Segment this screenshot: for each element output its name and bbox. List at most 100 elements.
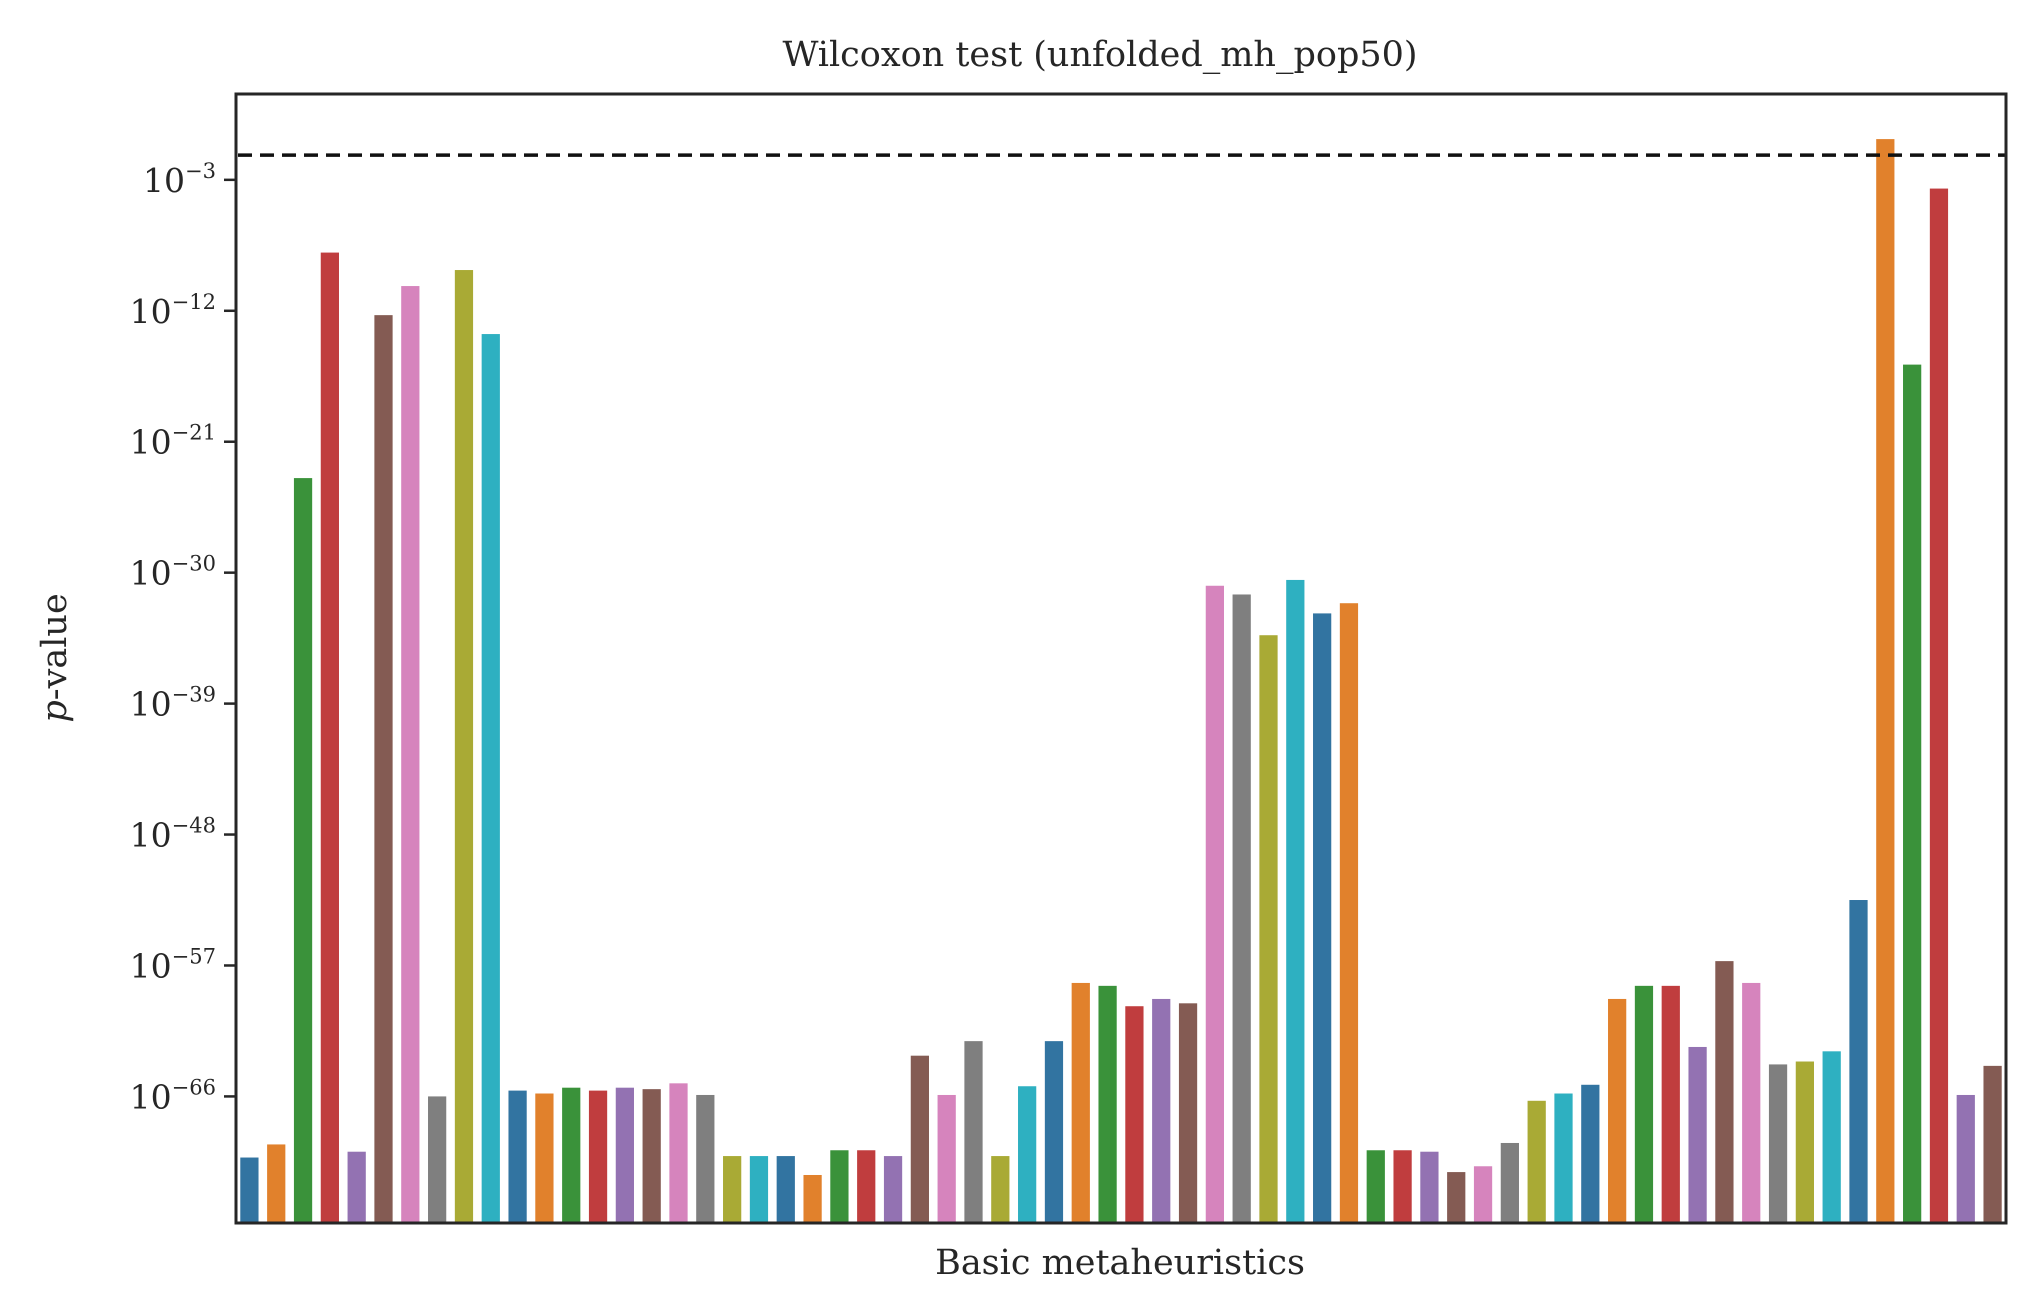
bar-11 <box>508 1090 527 1223</box>
y-tick-label: 10−57 <box>130 944 216 985</box>
bar-33 <box>1098 985 1117 1223</box>
bar-32 <box>1071 982 1090 1223</box>
bar-13 <box>562 1087 581 1223</box>
bar-64 <box>1929 188 1949 1223</box>
bar-60 <box>1822 1051 1841 1223</box>
y-tick-label: 10−21 <box>130 421 216 462</box>
y-axis-label: p-value <box>35 593 75 722</box>
y-tick-base: 10 <box>130 423 172 462</box>
y-tick-exponent: −48 <box>172 814 216 838</box>
bar-34 <box>1125 1006 1144 1223</box>
bar-2 <box>267 1144 286 1223</box>
bar-21 <box>776 1156 795 1223</box>
bar-27 <box>937 1094 956 1223</box>
y-tick-exponent: −39 <box>172 683 216 707</box>
bar-24 <box>857 1150 876 1223</box>
y-tick-label: 10−3 <box>143 159 216 200</box>
bar-37 <box>1205 585 1224 1223</box>
bar-36 <box>1178 1003 1198 1223</box>
bar-12 <box>535 1093 554 1223</box>
y-tick-base: 10 <box>130 554 172 593</box>
bar-28 <box>964 1041 983 1223</box>
bar-23 <box>830 1150 849 1223</box>
y-tick-exponent: −30 <box>172 552 216 576</box>
bar-9 <box>454 270 474 1223</box>
bar-54 <box>1661 985 1680 1223</box>
bar-65 <box>1956 1094 1975 1223</box>
bar-29 <box>991 1156 1010 1223</box>
y-axis-label-text: p-value <box>35 593 75 722</box>
bar-52 <box>1608 998 1627 1223</box>
bar-20 <box>749 1156 769 1223</box>
bar-4 <box>320 252 339 1223</box>
y-tick-exponent: −57 <box>172 944 216 968</box>
bar-25 <box>883 1156 903 1223</box>
y-axis-label-italic-p: p <box>35 700 75 722</box>
x-axis-label: Basic metaheuristics <box>935 1243 1305 1283</box>
bar-63 <box>1903 364 1922 1223</box>
bar-18 <box>696 1094 715 1223</box>
bar-16 <box>642 1089 661 1223</box>
bar-47 <box>1473 1166 1493 1223</box>
bar-45 <box>1420 1151 1439 1223</box>
bar-39 <box>1259 635 1278 1223</box>
bar-22 <box>803 1174 822 1223</box>
bar-66 <box>1983 1065 2002 1223</box>
bar-7 <box>401 286 420 1223</box>
bar-6 <box>374 315 393 1223</box>
bar-62 <box>1876 139 1895 1224</box>
y-tick-base: 10 <box>130 292 172 331</box>
y-tick-label: 10−12 <box>130 290 216 331</box>
bar-26 <box>910 1055 929 1223</box>
bar-53 <box>1634 985 1654 1223</box>
bar-19 <box>723 1156 742 1223</box>
y-tick-exponent: −66 <box>172 1075 216 1099</box>
bar-57 <box>1742 982 1761 1223</box>
bar-1 <box>240 1157 259 1223</box>
y-tick-exponent: −21 <box>172 421 216 445</box>
bar-35 <box>1152 998 1171 1223</box>
bar-61 <box>1849 900 1868 1223</box>
y-tick-base: 10 <box>130 816 172 855</box>
y-tick-base: 10 <box>130 685 172 724</box>
bar-15 <box>615 1087 634 1223</box>
bar-43 <box>1366 1150 1385 1223</box>
bar-56 <box>1715 961 1734 1223</box>
y-tick-label: 10−39 <box>130 683 216 724</box>
bar-58 <box>1768 1064 1788 1223</box>
y-tick-base: 10 <box>130 946 172 985</box>
bar-44 <box>1393 1150 1412 1223</box>
plot-frame <box>234 92 2008 1225</box>
bar-40 <box>1286 579 1305 1223</box>
bar-10 <box>481 334 500 1223</box>
y-tick-base: 10 <box>130 1077 172 1116</box>
bar-8 <box>428 1096 447 1223</box>
y-tick-exponent: −12 <box>172 290 216 314</box>
bar-30 <box>1018 1086 1037 1223</box>
bar-5 <box>347 1151 366 1223</box>
bar-50 <box>1554 1093 1573 1223</box>
chart-title: Wilcoxon test (unfolded_mh_pop50) <box>782 35 1417 75</box>
y-tick-exponent: −3 <box>185 159 216 183</box>
bars <box>240 139 2002 1224</box>
bar-14 <box>588 1090 608 1223</box>
bar-3 <box>293 478 313 1224</box>
y-axis-label-rest: -value <box>35 593 75 700</box>
bar-46 <box>1447 1172 1466 1223</box>
bar-49 <box>1527 1100 1546 1223</box>
bar-51 <box>1581 1084 1600 1223</box>
bar-48 <box>1500 1142 1519 1223</box>
bar-17 <box>669 1083 688 1223</box>
y-tick-label: 10−66 <box>130 1075 216 1116</box>
bar-38 <box>1232 594 1251 1223</box>
y-tick-label: 10−30 <box>130 552 216 593</box>
y-tick-label: 10−48 <box>130 814 216 855</box>
bar-31 <box>1044 1041 1064 1223</box>
bar-41 <box>1313 613 1332 1223</box>
bar-55 <box>1688 1046 1707 1223</box>
y-tick-base: 10 <box>143 161 185 200</box>
bar-59 <box>1795 1061 1814 1223</box>
bar-42 <box>1339 603 1359 1223</box>
